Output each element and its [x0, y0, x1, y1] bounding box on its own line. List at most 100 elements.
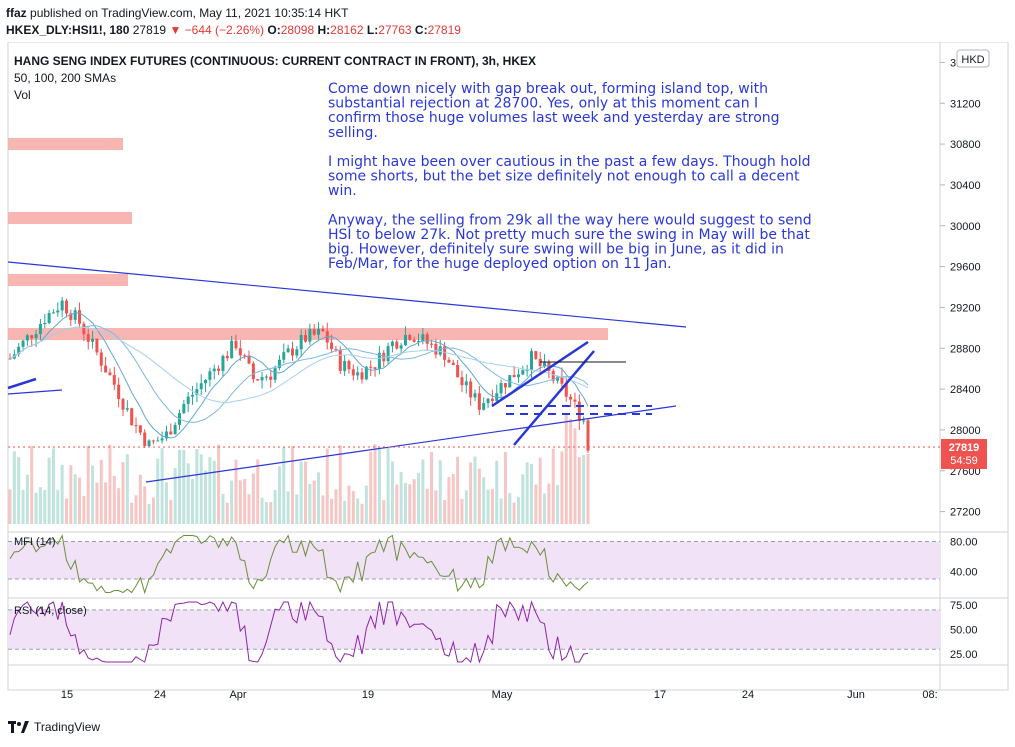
ohlc-line: HKEX_DLY:HSI1!, 180 27819 ▼ −644 (−2.26%… [6, 23, 461, 37]
volume-bar [464, 490, 468, 524]
volume-bar [347, 485, 351, 524]
chart-area[interactable]: 3160031200308003040030000296002920028800… [0, 42, 1015, 712]
candle-body [582, 420, 586, 422]
volume-bar [586, 454, 590, 524]
volume-bar [64, 498, 68, 524]
candle-body [530, 351, 534, 370]
volume-bar [238, 480, 242, 524]
publish-info: ffaz published on TradingView.com, May 1… [6, 6, 348, 20]
open-label: O: [267, 23, 281, 37]
candle-body [460, 377, 464, 386]
candle-body [73, 310, 77, 320]
volume-bar [412, 479, 416, 524]
volume-bar [17, 457, 21, 524]
candle-body [464, 381, 468, 386]
candle-body [56, 310, 60, 313]
candle-body [264, 376, 268, 378]
candle-body [412, 339, 416, 342]
volume-bar [34, 492, 38, 524]
annotation-note[interactable]: Come down nicely with gap break out, for… [328, 81, 812, 272]
candle-body [269, 376, 273, 380]
annotation-line: Anyway, the selling from 29k all the way… [328, 212, 812, 228]
candle-body [164, 431, 168, 439]
volume-bar [38, 487, 42, 524]
volume-bar [8, 489, 12, 524]
candle-body [543, 362, 547, 367]
time-axis-label: 15 [61, 689, 73, 701]
volume-bar [256, 459, 260, 524]
volume-bar [243, 478, 247, 524]
volume-bar [582, 455, 586, 524]
candle-body [117, 384, 121, 400]
footer-brand[interactable]: TradingView [8, 720, 100, 734]
candle-body [469, 381, 473, 398]
candle-body [312, 329, 316, 335]
candle-body [121, 399, 125, 410]
volume-legend[interactable]: Vol [14, 88, 31, 102]
volume-bar [191, 479, 195, 524]
candle-body [191, 394, 195, 397]
annotation-line: selling. [328, 125, 378, 141]
volume-bar [334, 489, 338, 524]
candle-body [47, 313, 51, 324]
volume-bar [125, 454, 129, 524]
candle-body [321, 328, 325, 332]
volume-bar [534, 484, 538, 524]
volume-bar [490, 489, 494, 524]
volume-bar [277, 466, 281, 524]
candle-body [564, 383, 568, 397]
candle-body [225, 355, 229, 359]
rsi-tick-label: 25.00 [950, 649, 978, 661]
candle-body [160, 438, 164, 441]
volume-bar [360, 503, 364, 524]
time-axis-label: Jun [847, 689, 865, 701]
candle-body [330, 342, 334, 350]
mfi-band [8, 541, 940, 579]
trendline-lower [145, 405, 677, 483]
volume-bar [443, 499, 447, 524]
volume-bar [21, 489, 25, 524]
candle-body [134, 425, 138, 427]
candle-body [534, 351, 538, 359]
currency-badge[interactable] [956, 49, 990, 68]
volume-bar [482, 477, 486, 524]
publish-text: published on TradingView.com, May 11, 20… [30, 6, 349, 20]
candle-body [334, 349, 338, 351]
sma-line [9, 312, 589, 439]
volume-bar [299, 461, 303, 524]
candle-body [556, 376, 560, 381]
volume-bar [51, 448, 55, 524]
sma-legend[interactable]: 50, 100, 200 SMAs [14, 71, 116, 85]
candle-body [586, 420, 590, 451]
rsi-label[interactable]: RSI (14, close) [14, 605, 87, 617]
volume-bar [121, 462, 125, 524]
volume-bar [73, 474, 77, 524]
candle-body [473, 393, 477, 398]
volume-bar [56, 489, 60, 524]
candle-body [38, 324, 42, 335]
chart-frame [7, 42, 1009, 691]
volume-bar [538, 457, 542, 524]
author-name[interactable]: ffaz [6, 6, 27, 20]
candle-body [30, 335, 34, 339]
time-axis-label: 17 [654, 689, 666, 701]
volume-bar [351, 491, 355, 524]
volume-bar [112, 475, 116, 524]
candle-body [208, 371, 212, 380]
volume-bar [273, 490, 277, 524]
candle-body [308, 329, 312, 342]
volume-bar [212, 460, 216, 524]
candle-body [486, 398, 490, 404]
volume-bar [338, 445, 342, 524]
candle-body [360, 372, 364, 380]
rsi-tick-label: 75.00 [950, 600, 978, 612]
price-tick-label: 28400 [950, 384, 981, 396]
volume-bar [117, 488, 121, 524]
candle-body [143, 432, 147, 446]
volume-bar [260, 497, 264, 524]
trendline-short [7, 389, 63, 395]
mfi-label[interactable]: MFI (14) [14, 536, 56, 548]
volume-bar [164, 482, 168, 524]
candle-body [386, 346, 390, 362]
volume-bar [251, 473, 255, 524]
